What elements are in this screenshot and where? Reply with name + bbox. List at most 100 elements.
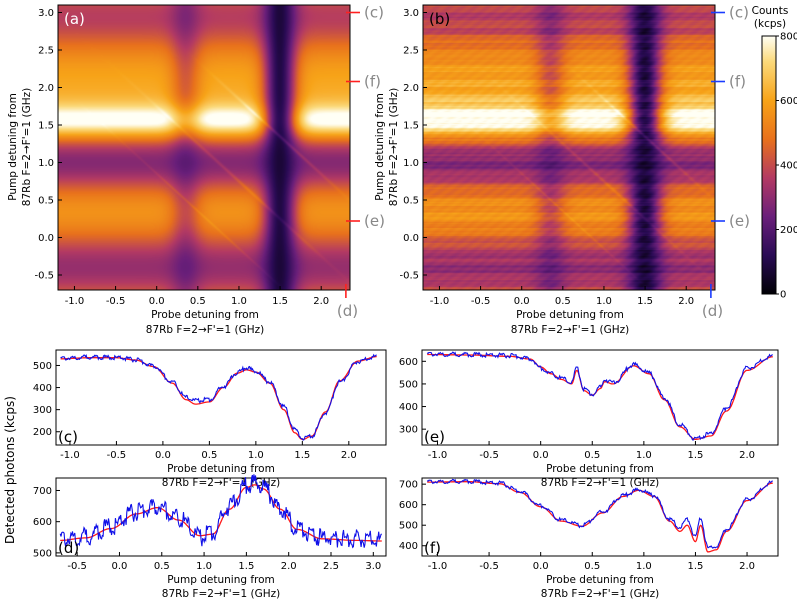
heatmap-b-marker-label: (c) xyxy=(729,4,749,22)
heatmap-a-ytick-label: -0.5 xyxy=(34,271,54,282)
heatmap-a-canvas xyxy=(58,5,350,290)
line-f-ytick-label: 700 xyxy=(399,480,418,491)
line-d-xtick-label: 1.0 xyxy=(196,561,212,572)
heatmap-b-ytick-label: 2.0 xyxy=(403,83,419,94)
heatmap-a-xtick-label: -0.5 xyxy=(106,296,126,307)
heatmap-a-ytick-label: 1.0 xyxy=(38,158,54,169)
heatmap-b-ylabel-2: 87Rb F=2→F'=1 (GHz) xyxy=(388,88,400,206)
heatmap-b-xtick-label: 0.5 xyxy=(555,296,571,307)
line-c-xtick-label: -0.5 xyxy=(107,450,127,461)
line-d-xtick-label: 2.5 xyxy=(323,561,339,572)
line-d-xtick-label: 0.0 xyxy=(112,561,128,572)
line-f-xtick-label: 2.0 xyxy=(739,561,755,572)
heatmap-a-xtick-label: 0.0 xyxy=(149,296,165,307)
line-d-series-fit xyxy=(60,484,382,542)
heatmap-panel-b: -1.0 -0.5 0.0 0.5 1.0 1.5 2.0 -0.5 0.0 0.5 1.0 1.5 2… xyxy=(374,4,750,337)
heatmap-a-frame xyxy=(57,4,351,291)
colorbar-ticks: 0 200 400 600 800 xyxy=(776,32,797,301)
heatmap-b-xtick-label: -1.0 xyxy=(430,296,450,307)
line-c-ytick-label: 500 xyxy=(33,361,52,372)
line-d-xtick-label: 2.0 xyxy=(281,561,297,572)
line-f-xlabel-1: Probe detuning from xyxy=(546,574,654,586)
line-e-xtick-label: -1.0 xyxy=(428,450,448,461)
line-e-xtick-label: 0.0 xyxy=(533,450,549,461)
heatmap-a-ytick-label: 0.5 xyxy=(38,196,54,207)
line-c-xtick-label: 0.0 xyxy=(155,450,171,461)
line-d-xtick-label: 0.5 xyxy=(154,561,170,572)
line-c-frame xyxy=(55,349,387,446)
colorbar-title-2: (kcps) xyxy=(754,18,786,30)
heatmap-a-marker-label: (d) xyxy=(337,302,358,320)
line-d-xtick-label: 1.5 xyxy=(238,561,254,572)
heatmap-b-ylabel-1: Pump detuning from xyxy=(374,93,386,201)
colorbar-tick-label: 400 xyxy=(780,161,797,172)
line-f-xtick-label: 0.0 xyxy=(533,561,549,572)
line-f-ytick-label: 400 xyxy=(399,541,418,552)
line-d-xtick-label: -0.5 xyxy=(67,561,87,572)
colorbar-tick-label: 800 xyxy=(780,32,797,43)
heatmap-a-ytick-label: 0.0 xyxy=(38,233,54,244)
line-e-ytick-label: 400 xyxy=(399,402,418,413)
heatmap-b-xtick-label: 1.0 xyxy=(596,296,612,307)
heatmap-a-ytick-label: 2.0 xyxy=(38,83,54,94)
heatmap-b-marker-label: (e) xyxy=(729,212,750,230)
heatmap-b-xtick-label: -0.5 xyxy=(471,296,491,307)
line-f-panel-label: (f) xyxy=(424,539,441,557)
line-e-ytick-label: 500 xyxy=(399,379,418,390)
line-e-series-data xyxy=(426,351,773,441)
line-f-series-data xyxy=(426,478,773,549)
heatmap-a-xtick-label: 2.0 xyxy=(313,296,329,307)
panel-label-b: (b) xyxy=(429,10,450,28)
line-d-xtick-label: 3.0 xyxy=(365,561,381,572)
heatmap-b-ytick-label: 3.0 xyxy=(403,8,419,19)
heatmap-a-ytick-label: 2.5 xyxy=(38,46,54,57)
heatmap-b-xlabel-1: Probe detuning from xyxy=(516,309,624,321)
heatmap-b-ytick-label: 1.0 xyxy=(403,158,419,169)
line-d-series-data xyxy=(59,474,383,549)
heatmap-b-ytick-label: 2.5 xyxy=(403,46,419,57)
line-c-ytick-label: 400 xyxy=(33,383,52,394)
line-panel-c: -1.0 -0.5 0.0 0.5 1.0 1.5 2.0 200 300 400 500 (c) Pr… xyxy=(33,349,387,489)
heatmap-b-marker-label: (f) xyxy=(729,73,746,91)
line-d-ytick-label: 500 xyxy=(33,548,52,559)
line-f-xtick-label: 1.5 xyxy=(687,561,703,572)
heatmap-b-xtick-label: 0.0 xyxy=(514,296,530,307)
line-c-xtick-label: 1.5 xyxy=(294,450,310,461)
heatmap-a-xtick-label: -1.0 xyxy=(65,296,85,307)
heatmap-panel-a: -1.0 -0.5 0.0 0.5 1.0 1.5 2.0 -0.5 0.0 0.5 1.0 1.5 2… xyxy=(7,4,385,337)
line-c-xtick-label: -1.0 xyxy=(60,450,80,461)
colorbar-tick-label: 200 xyxy=(780,225,797,236)
line-e-xtick-label: 1.0 xyxy=(636,450,652,461)
line-e-xtick-label: -0.5 xyxy=(479,450,499,461)
line-d-xlabel-2: 87Rb F=2→F'=1 (GHz) xyxy=(162,588,280,600)
line-c-xlabel-1: Probe detuning from xyxy=(167,463,275,475)
line-e-xtick-label: 2.0 xyxy=(739,450,755,461)
line-e-xlabel-1: Probe detuning from xyxy=(546,463,654,475)
heatmap-a-xlabel-1: Probe detuning from xyxy=(151,309,259,321)
line-e-xtick-label: 1.5 xyxy=(687,450,703,461)
line-f-xtick-label: -1.0 xyxy=(428,561,448,572)
line-f-xlabel-2: 87Rb F=2→F'=1 (GHz) xyxy=(541,588,659,600)
line-d-frame xyxy=(55,477,387,557)
colorbar-tick-label: 600 xyxy=(780,96,797,107)
heatmap-b-ytick-label: 0.0 xyxy=(403,233,419,244)
heatmap-b-ytick-label: -0.5 xyxy=(399,271,419,282)
line-f-frame xyxy=(421,477,779,557)
heatmap-b-ytick-label: 0.5 xyxy=(403,196,419,207)
line-c-series-fit xyxy=(60,355,377,441)
line-e-xlabel-2: 87Rb F=2→F'=1 (GHz) xyxy=(541,477,659,489)
line-panel-f: -1.0 -0.5 0.0 0.5 1.0 1.5 2.0 400 500 600 700 (f) Pr… xyxy=(399,477,779,600)
colorbar-tick-label: 0 xyxy=(780,290,786,301)
line-f-series-fit xyxy=(427,481,773,553)
heatmap-b-axes: -1.0 -0.5 0.0 0.5 1.0 1.5 2.0 -0.5 0.0 0.5 1.0 1.5 2… xyxy=(399,4,749,321)
heatmap-b-xtick-label: 1.5 xyxy=(637,296,653,307)
heatmap-a-xtick-label: 1.0 xyxy=(231,296,247,307)
colorbar-gradient xyxy=(761,35,777,295)
heatmap-a-ytick-label: 3.0 xyxy=(38,8,54,19)
line-e-ytick-label: 600 xyxy=(399,357,418,368)
heatmap-b-xlabel-2: 87Rb F=2→F'=1 (GHz) xyxy=(511,324,629,336)
line-f-xtick-label: 0.5 xyxy=(584,561,600,572)
heatmap-a-marker-label: (e) xyxy=(364,212,385,230)
line-f-ytick-label: 500 xyxy=(399,521,418,532)
